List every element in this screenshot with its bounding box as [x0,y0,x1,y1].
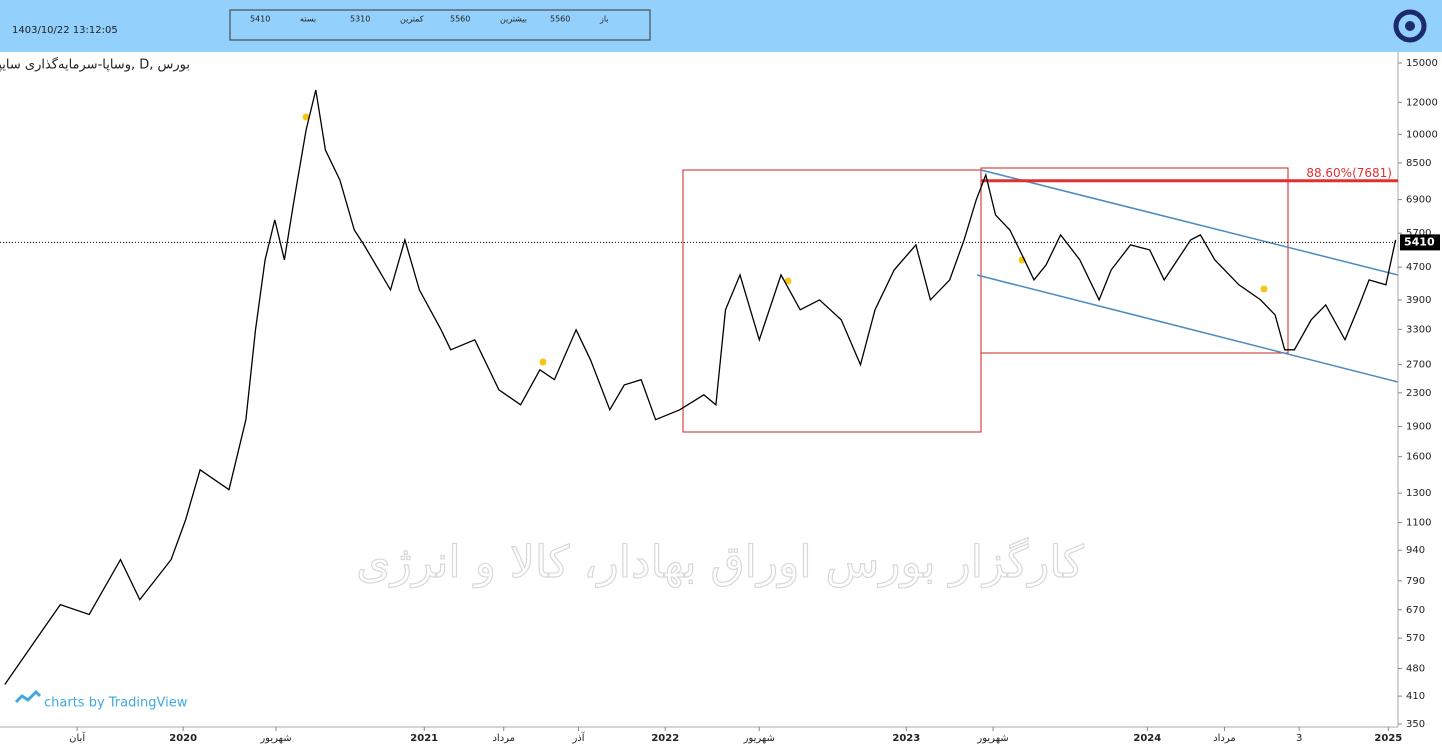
y-tick-label: 5700 [1406,228,1431,239]
price-line [4,89,1397,685]
y-tick-label: 410 [1406,691,1425,702]
info-value: 5560 [450,15,470,24]
logo-dot [1405,21,1415,31]
timestamp: 1403/10/22 13:12:05 [12,25,118,36]
y-tick-label: 670 [1406,605,1425,616]
y-tick-label: 2700 [1406,360,1431,371]
y-tick-label: 8500 [1406,158,1431,169]
y-tick-label: 1100 [1406,518,1431,529]
x-tick-label: آبان [69,731,86,744]
y-tick-label: 3300 [1406,324,1431,335]
y-tick-label: 350 [1406,719,1425,730]
box-drawing [980,167,1289,354]
x-tick-label: 2021 [410,733,438,744]
header-bar [0,0,1442,52]
x-tick-label: شهریور [259,733,291,744]
credit: charts by TradingView [44,696,188,711]
info-label: باز [599,15,609,24]
logo [1393,9,1427,43]
channel-line [976,274,1399,383]
signal-dot [1260,285,1268,293]
signal-dot [302,113,310,121]
y-tick-label: 1600 [1406,452,1431,463]
last-price-box [1400,234,1440,251]
x-tick-label: شهریور [743,733,775,744]
x-tick-label: مرداد [492,733,515,744]
x-tick-label: 3 [1296,733,1302,744]
channel-line [980,169,1399,276]
info-value: 5410 [250,15,270,24]
y-tick-label: 570 [1406,633,1425,644]
x-tick-label: 2023 [892,733,920,744]
info-label: بیشترین [500,15,527,24]
info-box [229,9,651,41]
watermark: کارگزار بورس اوراق بهادار، کالا و انرژی [356,537,1084,588]
x-tick-label: 2020 [169,733,197,744]
credit-logo [14,689,42,704]
y-tick-label: 480 [1406,663,1425,674]
y-tick-label: 6900 [1406,195,1431,206]
info-value: 5310 [350,15,370,24]
y-tick-label: 2300 [1406,388,1431,399]
fib-label: 88.60%(7681) [1306,166,1392,180]
y-tick-label: 12000 [1406,97,1438,108]
y-tick-label: 1900 [1406,421,1431,432]
y-tick-label: 4700 [1406,262,1431,273]
x-tick-label: آذر [571,731,585,744]
signal-dot [539,358,547,366]
x-tick-label: 2025 [1374,733,1402,744]
x-tick-label: 2024 [1133,733,1161,744]
y-tick-label: 940 [1406,545,1425,556]
x-tick-label: مرداد [1213,733,1236,744]
info-label: بسته [300,15,316,24]
info-value: 5560 [550,15,570,24]
last-price-label: 5410 [1404,235,1435,248]
y-tick-label: 1300 [1406,488,1431,499]
y-tick-label: 15000 [1406,58,1438,69]
x-tick-label: 2022 [651,733,679,744]
y-tick-label: 10000 [1406,129,1438,140]
info-label: کمترین [400,15,424,24]
chart-title: وساپا-سرمایه‌گذاری سایپا, D, بورس [0,57,190,73]
signal-dot [784,277,792,285]
y-tick-label: 3900 [1406,295,1431,306]
box-drawing [682,169,982,433]
x-tick-label: شهریور [976,733,1008,744]
y-tick-label: 790 [1406,576,1425,587]
